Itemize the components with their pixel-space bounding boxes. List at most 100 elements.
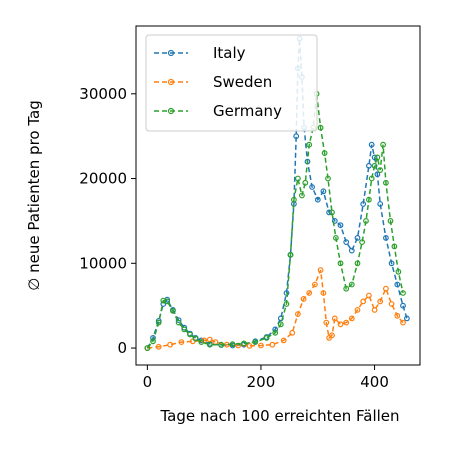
data-point	[240, 340, 247, 347]
data-point	[309, 184, 316, 190]
series-germany	[144, 90, 406, 352]
legend-label: Germany	[213, 102, 282, 120]
y-tick-label: 20000	[79, 170, 127, 188]
data-point	[394, 281, 401, 288]
data-point	[337, 222, 344, 229]
legend-swatch-marker	[167, 49, 175, 57]
x-tick-label: 400	[360, 373, 389, 391]
data-point	[377, 298, 384, 305]
data-point	[206, 341, 213, 348]
data-point	[263, 335, 270, 341]
data-point	[333, 234, 339, 241]
data-point	[374, 154, 381, 161]
plot-frame	[135, 25, 421, 366]
data-point	[320, 290, 327, 296]
data-point	[198, 339, 205, 346]
data-point	[337, 321, 344, 328]
legend: Italy Sweden Germany	[145, 34, 318, 132]
data-point	[371, 307, 378, 313]
plot-series	[144, 35, 410, 352]
data-point	[331, 315, 338, 322]
data-point	[404, 315, 410, 322]
data-point	[306, 141, 313, 148]
data-point	[363, 217, 369, 224]
data-point	[312, 281, 318, 288]
data-point	[395, 268, 402, 275]
data-point	[155, 343, 162, 350]
data-point	[400, 290, 406, 296]
data-point	[348, 247, 355, 254]
legend-box	[145, 34, 318, 132]
data-point	[380, 141, 387, 148]
data-point	[368, 141, 375, 148]
data-point	[321, 150, 328, 157]
data-point	[329, 332, 335, 339]
data-point	[337, 260, 344, 267]
data-point	[272, 329, 279, 336]
y-axis-label: ∅ neue Patienten pro Tag	[25, 100, 43, 291]
data-point	[343, 285, 350, 292]
data-point	[291, 196, 297, 203]
data-point	[280, 337, 287, 344]
data-point	[354, 234, 361, 241]
data-point	[326, 209, 333, 216]
data-point	[277, 321, 284, 328]
data-point	[295, 175, 301, 182]
data-point	[331, 217, 338, 224]
x-axis-label: Tage nach 100 erreichten Fällen	[159, 407, 399, 425]
data-point	[293, 133, 300, 140]
data-point	[320, 188, 327, 195]
data-point	[258, 342, 264, 349]
data-point	[283, 301, 290, 307]
data-point	[218, 341, 225, 348]
data-point	[229, 341, 236, 348]
legend-item-italy: Italy	[154, 44, 246, 62]
data-point	[164, 298, 171, 305]
data-point	[289, 329, 296, 336]
data-point	[306, 290, 313, 296]
data-point	[383, 234, 389, 241]
data-point	[388, 260, 395, 267]
data-point	[371, 162, 378, 169]
data-point	[377, 167, 384, 174]
series-line-sweden	[147, 269, 404, 349]
data-point	[299, 192, 305, 199]
series-line-germany	[146, 93, 404, 349]
y-tick-label: 30000	[79, 85, 127, 103]
x-tick-label: 0	[143, 373, 153, 391]
data-point	[391, 243, 398, 250]
y-axis: 0 10000 20000 30000	[79, 85, 136, 357]
x-axis: 0 200 400	[143, 365, 389, 391]
data-point	[374, 171, 381, 178]
data-point	[329, 209, 335, 216]
y-tick-label: 0	[117, 339, 127, 357]
data-point	[317, 267, 324, 274]
data-point	[383, 179, 389, 186]
data-point	[348, 281, 355, 288]
data-point	[377, 201, 384, 207]
data-point	[366, 162, 372, 169]
data-point	[323, 319, 330, 326]
data-point	[302, 179, 309, 186]
data-point	[388, 301, 395, 307]
data-point	[181, 326, 188, 333]
data-point	[169, 307, 176, 314]
data-point	[178, 339, 185, 346]
data-point	[155, 319, 162, 326]
data-point	[360, 298, 367, 305]
data-point	[371, 154, 378, 161]
data-point	[295, 311, 301, 318]
data-point	[167, 341, 174, 348]
data-point	[348, 315, 355, 322]
data-point	[360, 201, 367, 207]
data-point	[314, 196, 321, 203]
data-point	[325, 175, 331, 182]
legend-label: Italy	[213, 44, 246, 62]
data-point	[400, 319, 406, 326]
data-point	[192, 335, 199, 342]
data-point	[400, 302, 406, 309]
data-point	[354, 307, 361, 313]
x-tick-label: 200	[247, 373, 276, 391]
legend-item-sweden: Sweden	[154, 73, 272, 91]
data-point	[368, 175, 375, 182]
